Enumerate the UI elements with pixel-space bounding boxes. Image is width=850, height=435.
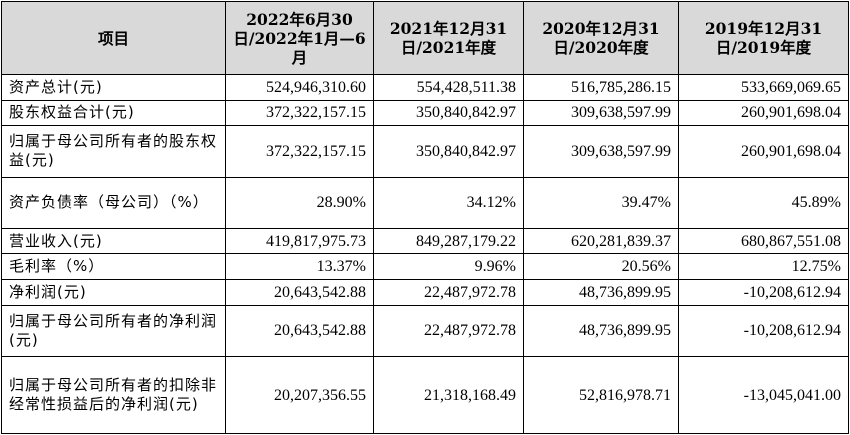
table-row: 净利润(元) 20,643,542.88 22,487,972.78 48,73… (1, 279, 849, 306)
cell-value: -10,208,612.94 (678, 279, 849, 306)
cell-value: 20,643,542.88 (225, 304, 374, 358)
row-label: 资产负债率（母公司）（%） (1, 176, 226, 229)
cell-value: 48,736,899.95 (523, 279, 679, 306)
cell-value: 20,643,542.88 (225, 279, 374, 306)
cell-value: 12.75% (678, 253, 849, 281)
table-row: 归属于母公司所有者的扣除非经常性损益后的净利润(元) 20,207,356.55… (1, 356, 849, 434)
header-2022h1: 2022年6月30日/2022年1月—6月 (225, 1, 374, 75)
cell-value: 20,207,356.55 (225, 356, 374, 434)
row-label: 净利润(元) (1, 279, 226, 306)
cell-value: -10,208,612.94 (678, 304, 849, 358)
cell-value: 39.47% (523, 176, 679, 229)
cell-value: 372,322,157.15 (225, 125, 374, 178)
row-label: 股东权益合计(元) (1, 99, 226, 127)
cell-value: 524,946,310.60 (225, 74, 374, 101)
row-label: 归属于母公司所有者的扣除非经常性损益后的净利润(元) (1, 356, 226, 434)
row-label: 资产总计(元) (1, 74, 226, 101)
cell-value: 45.89% (678, 176, 849, 229)
cell-value: 372,322,157.15 (225, 99, 374, 127)
table-row: 归属于母公司所有者的股东权益(元) 372,322,157.15 350,840… (1, 125, 849, 178)
header-item: 项目 (1, 1, 226, 75)
header-2020: 2020年12月31日/2020年度 (523, 1, 679, 75)
header-2021: 2021年12月31日/2021年度 (373, 1, 524, 75)
cell-value: 260,901,698.04 (678, 99, 849, 127)
table-row: 归属于母公司所有者的净利润(元) 20,643,542.88 22,487,97… (1, 304, 849, 358)
row-label: 归属于母公司所有者的净利润(元) (1, 304, 226, 358)
cell-value: 309,638,597.99 (523, 125, 679, 178)
table-row: 毛利率（%） 13.37% 9.96% 20.56% 12.75% (1, 253, 849, 281)
cell-value: 350,840,842.97 (373, 125, 524, 178)
row-label: 毛利率（%） (1, 253, 226, 281)
cell-value: 849,287,179.22 (373, 227, 524, 255)
cell-value: 260,901,698.04 (678, 125, 849, 178)
cell-value: 516,785,286.15 (523, 74, 679, 101)
cell-value: 554,428,511.38 (373, 74, 524, 101)
cell-value: 13.37% (225, 253, 374, 281)
cell-value: 680,867,551.08 (678, 227, 849, 255)
row-label: 归属于母公司所有者的股东权益(元) (1, 125, 226, 178)
cell-value: 48,736,899.95 (523, 304, 679, 358)
cell-value: 533,669,069.65 (678, 74, 849, 101)
cell-value: 9.96% (373, 253, 524, 281)
cell-value: 34.12% (373, 176, 524, 229)
cell-value: 22,487,972.78 (373, 304, 524, 358)
cell-value: 419,817,975.73 (225, 227, 374, 255)
row-label: 营业收入(元) (1, 227, 226, 255)
table-row: 股东权益合计(元) 372,322,157.15 350,840,842.97 … (1, 99, 849, 127)
cell-value: 350,840,842.97 (373, 99, 524, 127)
header-2019: 2019年12月31日/2019年度 (678, 1, 849, 75)
cell-value: 20.56% (523, 253, 679, 281)
table-row: 营业收入(元) 419,817,975.73 849,287,179.22 62… (1, 227, 849, 255)
cell-value: 309,638,597.99 (523, 99, 679, 127)
cell-value: 620,281,839.37 (523, 227, 679, 255)
table-row: 资产负债率（母公司）（%） 28.90% 34.12% 39.47% 45.89… (1, 176, 849, 229)
cell-value: 52,816,978.71 (523, 356, 679, 434)
table-row: 资产总计(元) 524,946,310.60 554,428,511.38 51… (1, 74, 849, 101)
header-row: 项目 2022年6月30日/2022年1月—6月 2021年12月31日/202… (1, 1, 849, 75)
cell-value: -13,045,041.00 (678, 356, 849, 434)
cell-value: 28.90% (225, 176, 374, 229)
cell-value: 21,318,168.49 (373, 356, 524, 434)
cell-value: 22,487,972.78 (373, 279, 524, 306)
